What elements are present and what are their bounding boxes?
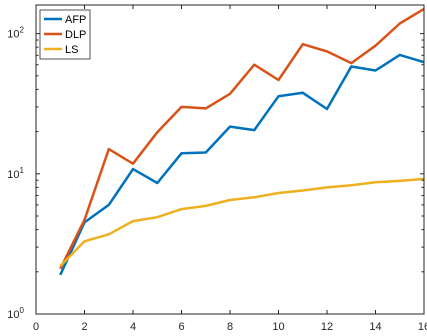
series-line-dlp [59,7,425,270]
y-tick-label: 100 [7,306,24,321]
x-tick-label: 2 [81,321,87,333]
x-tick-label: 0 [33,321,39,333]
legend-label-dlp: DLP [65,29,86,41]
x-tick-label: 6 [178,321,184,333]
y-tick-label: 102 [7,26,24,41]
y-tick-label: 101 [7,166,24,181]
x-tick-label: 8 [227,321,233,333]
series-layer [59,7,425,276]
x-tick-label: 4 [130,321,136,333]
series-line-afp [59,53,425,276]
legend: AFP DLP LS [39,9,91,60]
series-line-ls [59,177,425,267]
x-tick-label: 14 [369,321,381,333]
x-tick-label: 12 [321,321,333,333]
x-tick-label: 10 [272,321,284,333]
legend-label-ls: LS [65,44,78,56]
legend-label-afp: AFP [65,14,86,26]
axes-layer: 0 2 4 6 8 10 12 14 16 100 101 102 [7,5,427,333]
x-tick-label: 16 [418,321,427,333]
